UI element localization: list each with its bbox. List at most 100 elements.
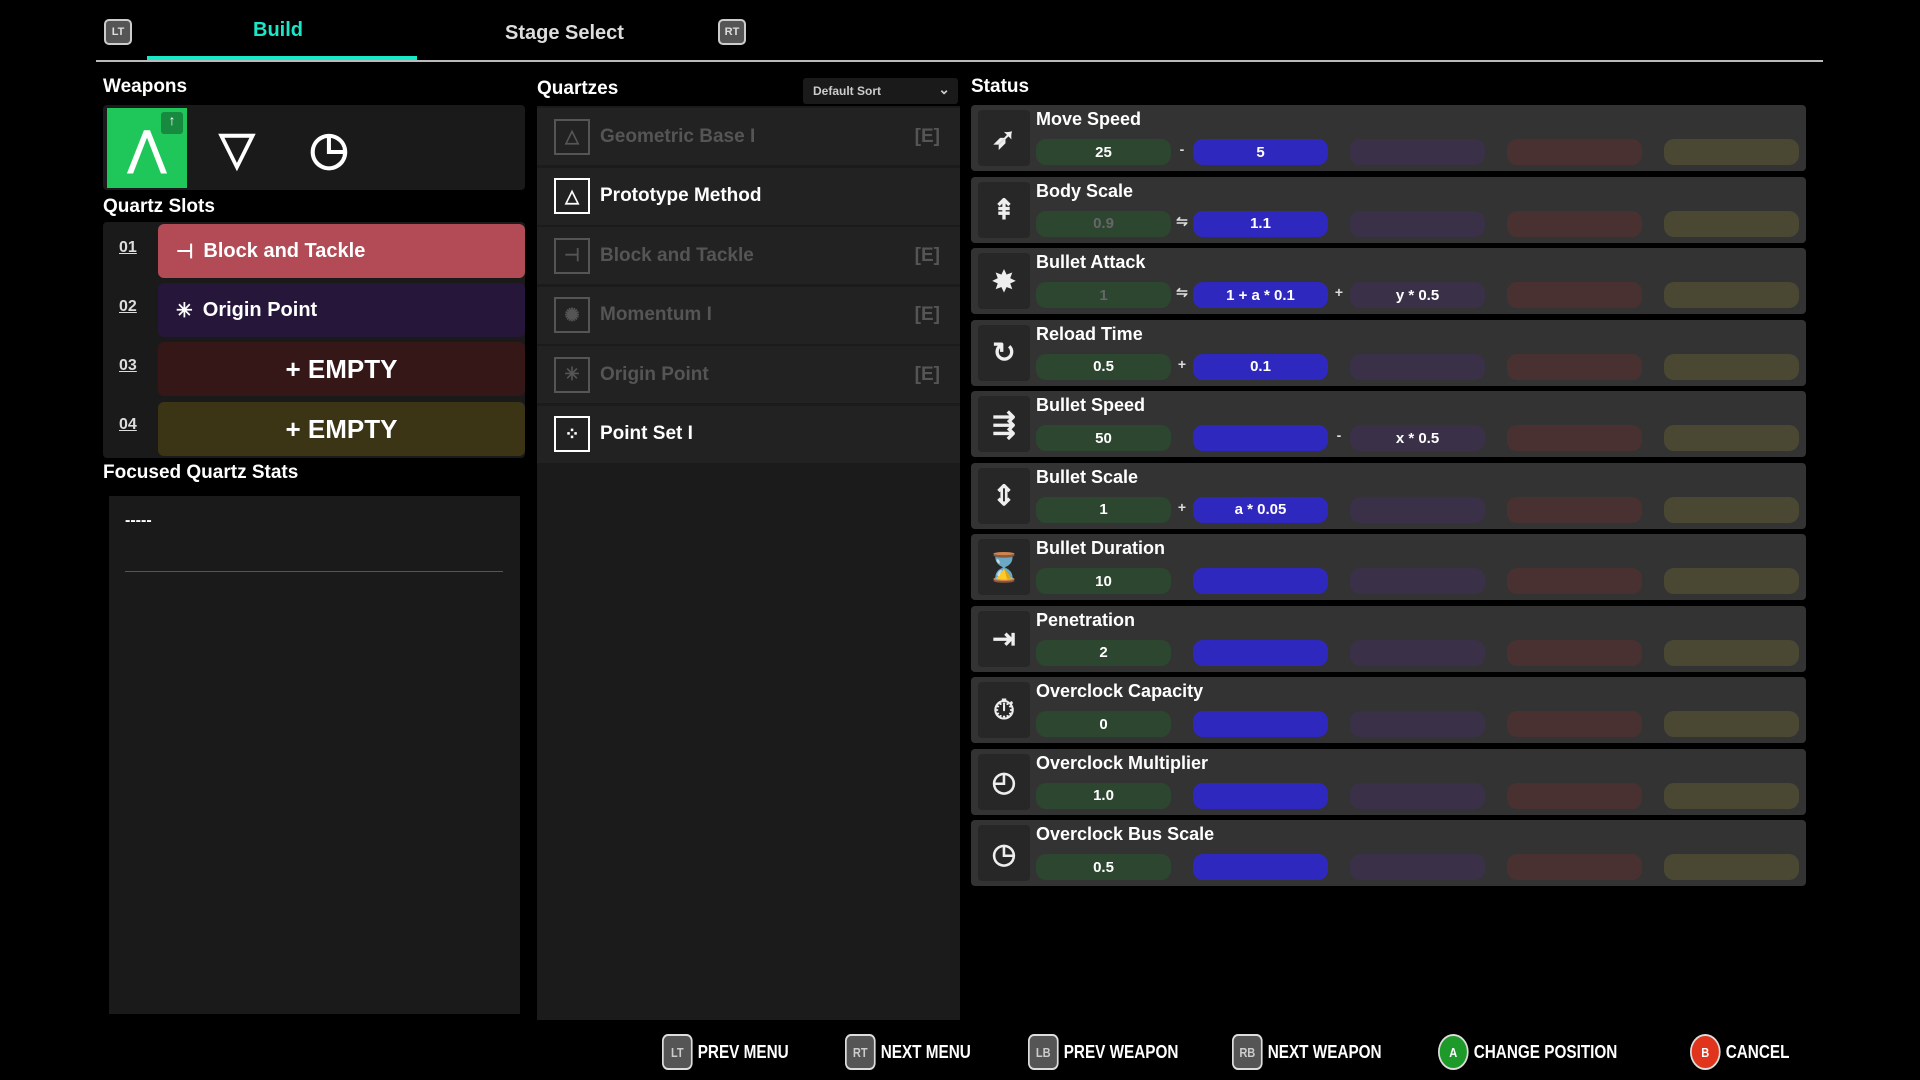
tab-build[interactable]: Build [253,19,303,41]
stat-base-pill: 2 [1036,639,1171,666]
hint-label: PREV WEAPON [1063,1041,1179,1062]
hint-prev-menu[interactable]: LT PREV MENU [662,1034,789,1070]
status-row: ✸ Bullet Attack 1 1 + a * 0.1 y * 0.5 ⇋ + [971,248,1806,314]
stat-blue-pill: 1.1 [1193,210,1328,237]
hint-label: NEXT WEAPON [1267,1041,1382,1062]
quartz-item[interactable]: △ Geometric Base I [E] [537,108,960,165]
stat-operator: + [1177,355,1187,372]
stat-blue-pill: 5 [1193,139,1328,165]
quartz-item[interactable]: △ Prototype Method [537,167,960,225]
quartz-label: Prototype Method [600,185,762,206]
penetration-icon: ⇥ [978,610,1030,667]
hint-cancel[interactable]: B CANCEL [1690,1034,1789,1070]
stat-blue-pill: 0.1 [1193,353,1328,380]
stat-olive-pill [1664,210,1799,237]
active-tab-indicator [147,56,417,61]
bullet-scale-icon: ⇕ [978,467,1030,524]
button-lb-icon: LB [1028,1034,1059,1070]
rt-button-icon[interactable]: RT [718,19,746,45]
weapon-clock[interactable]: ◷ [289,108,369,188]
pulley-icon: ⊣ [554,237,590,274]
body-scale-icon: ⇞ [978,181,1030,238]
equipped-tag: [E] [914,125,940,147]
tab-stage-select[interactable]: Stage Select [505,22,624,44]
slot-label: Block and Tackle [203,239,366,262]
status-row: ⇥ Penetration 2 [971,605,1806,672]
weapon-arrow[interactable]: ⋀ ↑ [107,108,187,188]
quartz-item[interactable]: ⊣ Block and Tackle [E] [537,227,960,284]
stat-purple-pill [1350,568,1485,594]
hint-label: PREV MENU [697,1041,789,1062]
quartz-label: Origin Point [600,363,709,385]
overclock-rocket-icon: ◴ [978,753,1030,810]
stat-purple-pill [1350,711,1485,737]
hint-change-position[interactable]: A CHANGE POSITION [1438,1034,1617,1070]
sort-dropdown[interactable]: Default Sort ⌄ [803,78,958,104]
slot-2[interactable]: ✳ Origin Point [158,283,525,337]
stat-base-pill: 50 [1036,425,1171,451]
hint-label: NEXT MENU [880,1041,971,1062]
slot-number: 03 [119,357,137,374]
stat-red-pill [1507,568,1642,594]
clock-icon: ◷ [308,122,350,174]
stat-olive-pill [1664,282,1799,308]
quartz-slots-panel: 01 ⊣ Block and Tackle 02 ✳ Origin Point 03… [103,222,525,458]
pulley-icon: ⊣ [176,240,194,263]
stat-blue-pill [1193,568,1328,594]
stat-olive-pill [1664,711,1799,737]
stat-name: Overclock Multiplier [1036,752,1209,773]
slot-1[interactable]: ⊣ Block and Tackle [158,224,525,278]
header-divider [96,60,1823,62]
stat-name: Penetration [1036,609,1136,630]
stat-blue-pill [1193,854,1328,880]
slot-3-empty[interactable]: + EMPTY [158,342,525,396]
stopwatch-icon: ⏱ [978,682,1030,738]
stat-blue-pill [1193,639,1328,666]
stat-base-pill: 1.0 [1036,782,1171,809]
origin-point-icon: ✳ [554,356,590,393]
stat-olive-pill [1664,568,1799,594]
lt-button-icon[interactable]: LT [104,19,132,45]
hint-prev-weapon[interactable]: LB PREV WEAPON [1028,1034,1178,1070]
slot-4-empty[interactable]: + EMPTY [158,402,525,456]
stat-red-pill [1507,496,1642,523]
quartzes-title: Quartzes [537,78,619,99]
slot-label: Origin Point [202,298,318,321]
stat-blue-pill: a * 0.05 [1193,496,1328,523]
stat-purple-pill: y * 0.5 [1350,282,1485,308]
stat-purple-pill [1350,353,1485,380]
triangle-circle-icon: △ [554,118,590,155]
status-row: ➶ Move Speed 25 5- [971,105,1806,171]
reload-icon: ↻ [978,324,1030,381]
stat-red-pill [1507,139,1642,165]
stat-red-pill [1507,425,1642,451]
stat-blue-pill [1193,711,1328,737]
weapons-title: Weapons [103,76,188,97]
focused-stats-value: ----- [125,512,152,529]
hint-next-menu[interactable]: RT NEXT MENU [845,1034,971,1070]
stat-purple-pill: x * 0.5 [1350,425,1485,451]
bullet-speed-icon: ⇶ [978,396,1030,452]
stat-red-pill [1507,711,1642,737]
button-rt-icon: RT [845,1034,876,1070]
stat-name: Bullet Scale [1036,466,1139,487]
origin-point-icon: ✳ [176,299,193,322]
status-row: ↻ Reload Time 0.5 0.1 + [971,319,1806,386]
quartz-list: △ Geometric Base I [E] △ Prototype Method ⊣ Bl… [537,106,960,1020]
status-row: ◷ Overclock Bus Scale 0.5 [971,820,1806,886]
stat-blue-pill [1193,782,1328,809]
weapon-shield[interactable]: ▽ [197,108,277,188]
stat-name: Bullet Duration [1036,538,1165,558]
stat-base-pill: 0.5 [1036,353,1171,380]
hint-next-weapon[interactable]: RB NEXT WEAPON [1232,1034,1382,1070]
stat-operator: - [1336,427,1342,443]
button-lt-icon: LT [662,1034,693,1070]
quartz-item[interactable]: ✳ Origin Point [E] [537,346,960,403]
quartz-label: Momentum I [600,304,712,325]
status-row: ◴ Overclock Multiplier 1.0 [971,748,1806,815]
stat-name: Bullet Attack [1036,252,1146,272]
quartz-item[interactable]: ✺ Momentum I [E] [537,286,960,344]
stat-purple-pill [1350,496,1485,523]
quartz-item[interactable]: ⁘ Point Set I [537,405,960,463]
stat-operator: - [1179,141,1185,157]
